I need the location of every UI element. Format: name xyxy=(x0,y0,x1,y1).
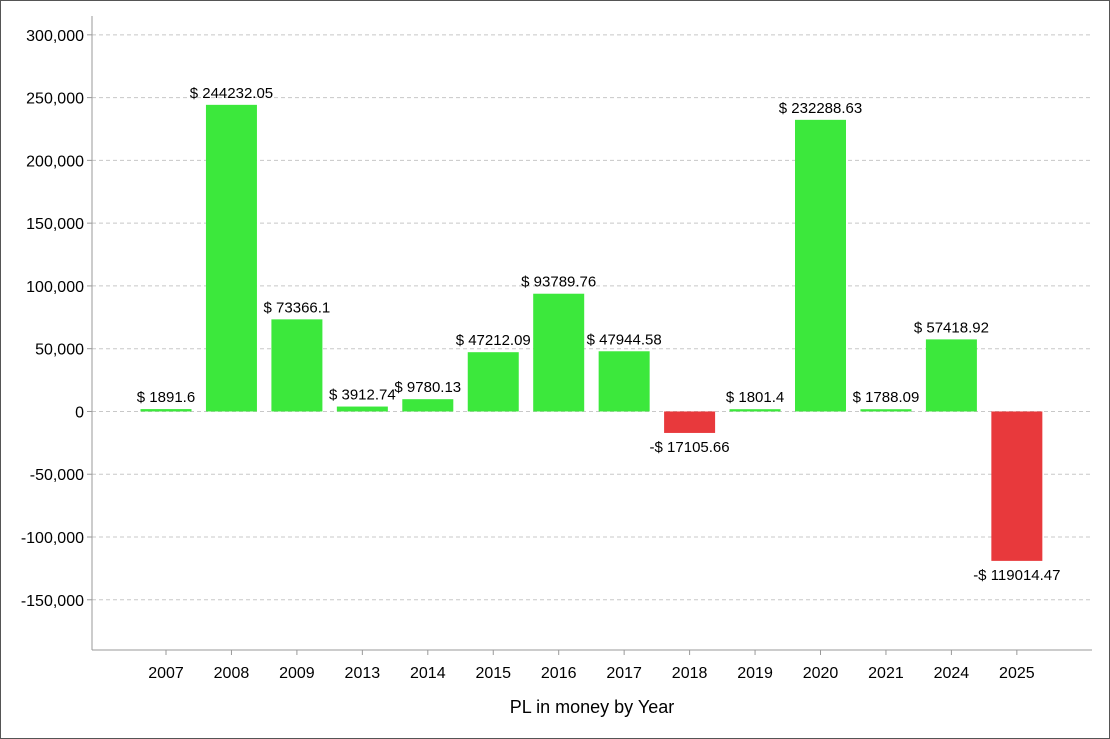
bar-2016[interactable] xyxy=(533,293,585,412)
data-label: $ 57418.92 xyxy=(914,319,989,336)
x-tick-label: 2021 xyxy=(868,665,904,682)
bar-2007[interactable] xyxy=(140,409,192,412)
data-label: $ 1801.4 xyxy=(726,389,784,406)
bar-2018[interactable] xyxy=(664,411,716,433)
y-axis-ticks: 300,000 250,000 200,000 150,000 100,000 50,00… xyxy=(21,28,92,610)
bar-2013[interactable] xyxy=(336,406,388,412)
data-label: $ 3912.74 xyxy=(329,387,396,404)
bar-2020[interactable] xyxy=(795,119,846,412)
bar-2015[interactable] xyxy=(467,352,519,412)
data-label: $ 93789.76 xyxy=(521,274,596,291)
x-tick-label: 2019 xyxy=(737,665,773,682)
data-label: -$ 119014.47 xyxy=(973,567,1060,584)
data-label: $ 232288.63 xyxy=(779,100,862,117)
y-tick-label: -150,000 xyxy=(21,593,84,610)
x-tick-label: 2014 xyxy=(410,665,446,682)
bar-2021[interactable] xyxy=(860,409,912,412)
data-label: $ 1891.6 xyxy=(137,389,195,406)
data-label: $ 47212.09 xyxy=(456,332,531,349)
bars xyxy=(140,104,1043,561)
data-labels: $ 1891.6$ 244232.05$ 73366.1$ 3912.74$ 9… xyxy=(137,85,1061,584)
x-tick-label: 2009 xyxy=(279,665,315,682)
x-tick-label: 2025 xyxy=(999,665,1035,682)
bar-2014[interactable] xyxy=(402,399,454,412)
x-tick-label: 2016 xyxy=(541,665,577,682)
y-tick-label: 300,000 xyxy=(26,28,84,45)
y-tick-label: -50,000 xyxy=(30,467,84,484)
y-tick-label: 0 xyxy=(75,404,84,421)
grid-lines xyxy=(92,34,1092,601)
x-tick-label: 2018 xyxy=(672,665,708,682)
y-tick-label: 200,000 xyxy=(26,153,84,170)
x-tick-label: 2015 xyxy=(475,665,511,682)
data-label: $ 244232.05 xyxy=(190,85,273,102)
y-tick-label: 250,000 xyxy=(26,91,84,108)
y-tick-label: 150,000 xyxy=(26,216,84,233)
bar-2019[interactable] xyxy=(729,409,781,412)
data-label: $ 1788.09 xyxy=(853,389,920,406)
x-tick-label: 2008 xyxy=(214,665,250,682)
axes xyxy=(91,16,1092,651)
y-tick-label: 50,000 xyxy=(35,342,84,359)
x-axis-title: PL in money by Year xyxy=(510,697,674,717)
y-tick-label: 100,000 xyxy=(26,279,84,296)
bar-2009[interactable] xyxy=(271,319,323,412)
bar-2008[interactable] xyxy=(205,104,257,412)
data-label: $ 9780.13 xyxy=(394,379,461,396)
bar-2017[interactable] xyxy=(598,351,650,412)
data-label: $ 73366.1 xyxy=(264,299,331,316)
data-label: $ 47944.58 xyxy=(587,331,662,348)
data-label: -$ 17105.66 xyxy=(650,439,730,456)
x-tick-label: 2024 xyxy=(934,665,970,682)
x-axis-ticks: 2007 2008 2009 2013 2014 2015 2016 2017 2018 2019… xyxy=(148,650,1035,682)
x-tick-label: 2007 xyxy=(148,665,184,682)
x-tick-label: 2017 xyxy=(606,665,642,682)
bar-2024[interactable] xyxy=(925,339,977,412)
bar-2025[interactable] xyxy=(991,411,1043,561)
x-tick-label: 2020 xyxy=(803,665,839,682)
y-tick-label: -100,000 xyxy=(21,530,84,547)
x-tick-label: 2013 xyxy=(345,665,381,682)
